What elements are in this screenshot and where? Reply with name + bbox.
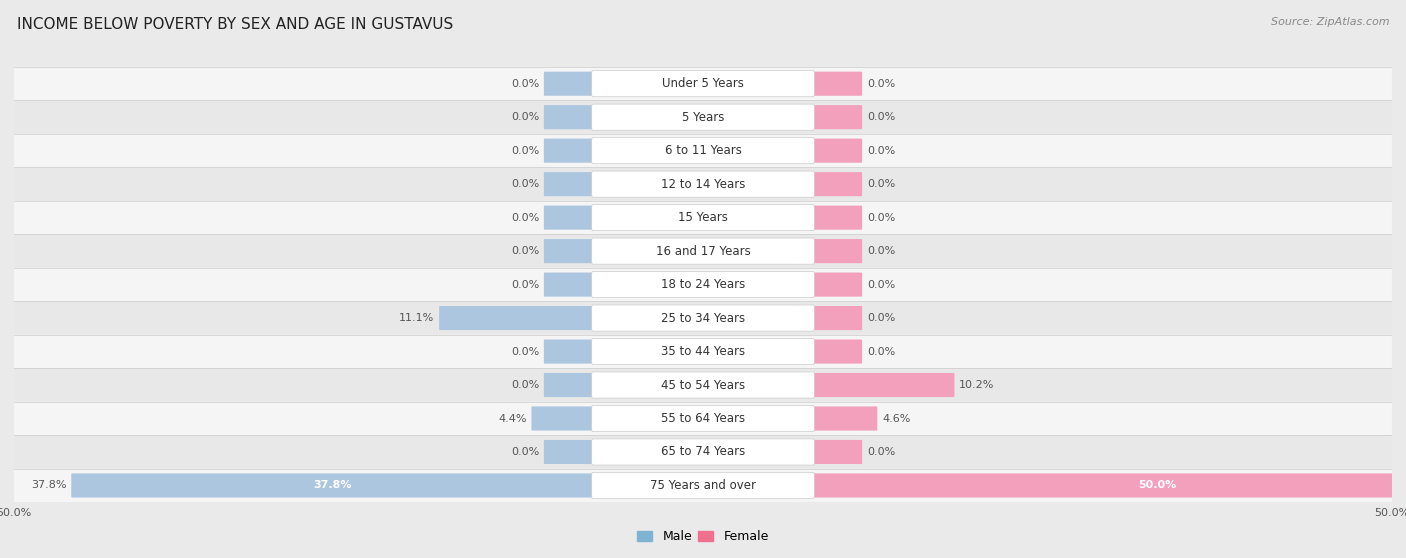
Text: 0.0%: 0.0% [510,347,538,357]
FancyBboxPatch shape [544,440,593,464]
FancyBboxPatch shape [813,138,862,163]
Text: 0.0%: 0.0% [510,380,538,390]
FancyBboxPatch shape [813,473,1406,498]
Text: 10.2%: 10.2% [959,380,994,390]
Text: 75 Years and over: 75 Years and over [650,479,756,492]
Text: 0.0%: 0.0% [510,280,538,290]
FancyBboxPatch shape [592,305,814,331]
FancyBboxPatch shape [14,268,1392,301]
Text: 0.0%: 0.0% [868,146,896,156]
FancyBboxPatch shape [813,440,862,464]
Text: 0.0%: 0.0% [510,179,538,189]
Text: 15 Years: 15 Years [678,211,728,224]
Text: 35 to 44 Years: 35 to 44 Years [661,345,745,358]
FancyBboxPatch shape [14,469,1392,502]
FancyBboxPatch shape [531,406,593,431]
FancyBboxPatch shape [14,201,1392,234]
Text: 0.0%: 0.0% [510,447,538,457]
FancyBboxPatch shape [813,339,862,364]
Text: Under 5 Years: Under 5 Years [662,77,744,90]
FancyBboxPatch shape [592,406,814,431]
FancyBboxPatch shape [14,368,1392,402]
Text: 5 Years: 5 Years [682,110,724,124]
Text: 0.0%: 0.0% [868,246,896,256]
FancyBboxPatch shape [813,373,955,397]
Text: 0.0%: 0.0% [868,79,896,89]
Text: 45 to 54 Years: 45 to 54 Years [661,378,745,392]
Text: 50.0%: 50.0% [1139,480,1177,490]
Text: 37.8%: 37.8% [314,480,352,490]
FancyBboxPatch shape [439,306,593,330]
Text: 0.0%: 0.0% [510,112,538,122]
FancyBboxPatch shape [813,306,862,330]
FancyBboxPatch shape [592,473,814,498]
FancyBboxPatch shape [813,205,862,230]
FancyBboxPatch shape [544,272,593,297]
FancyBboxPatch shape [14,335,1392,368]
FancyBboxPatch shape [813,172,862,196]
FancyBboxPatch shape [544,105,593,129]
Text: 4.6%: 4.6% [882,413,911,424]
Text: 0.0%: 0.0% [868,112,896,122]
Text: 55 to 64 Years: 55 to 64 Years [661,412,745,425]
FancyBboxPatch shape [544,205,593,230]
FancyBboxPatch shape [592,104,814,130]
FancyBboxPatch shape [592,71,814,97]
FancyBboxPatch shape [14,435,1392,469]
FancyBboxPatch shape [592,272,814,297]
Text: 0.0%: 0.0% [868,347,896,357]
FancyBboxPatch shape [544,138,593,163]
FancyBboxPatch shape [592,138,814,163]
FancyBboxPatch shape [14,402,1392,435]
FancyBboxPatch shape [72,473,593,498]
FancyBboxPatch shape [544,172,593,196]
Text: 25 to 34 Years: 25 to 34 Years [661,311,745,325]
Text: 0.0%: 0.0% [868,313,896,323]
Text: INCOME BELOW POVERTY BY SEX AND AGE IN GUSTAVUS: INCOME BELOW POVERTY BY SEX AND AGE IN G… [17,17,453,32]
FancyBboxPatch shape [592,372,814,398]
Text: 11.1%: 11.1% [399,313,434,323]
FancyBboxPatch shape [592,339,814,364]
FancyBboxPatch shape [592,171,814,197]
FancyBboxPatch shape [592,205,814,230]
Text: 4.4%: 4.4% [498,413,527,424]
FancyBboxPatch shape [813,272,862,297]
Text: 6 to 11 Years: 6 to 11 Years [665,144,741,157]
Text: 12 to 14 Years: 12 to 14 Years [661,177,745,191]
FancyBboxPatch shape [14,100,1392,134]
Text: 0.0%: 0.0% [868,280,896,290]
FancyBboxPatch shape [813,71,862,96]
Text: 0.0%: 0.0% [510,246,538,256]
Text: 37.8%: 37.8% [31,480,66,490]
FancyBboxPatch shape [544,373,593,397]
FancyBboxPatch shape [14,234,1392,268]
FancyBboxPatch shape [592,238,814,264]
Text: 0.0%: 0.0% [868,179,896,189]
FancyBboxPatch shape [14,301,1392,335]
Text: 0.0%: 0.0% [510,213,538,223]
FancyBboxPatch shape [14,167,1392,201]
FancyBboxPatch shape [544,71,593,96]
FancyBboxPatch shape [14,134,1392,167]
FancyBboxPatch shape [592,439,814,465]
Text: 18 to 24 Years: 18 to 24 Years [661,278,745,291]
FancyBboxPatch shape [14,67,1392,100]
FancyBboxPatch shape [813,105,862,129]
FancyBboxPatch shape [813,406,877,431]
Text: Source: ZipAtlas.com: Source: ZipAtlas.com [1271,17,1389,27]
FancyBboxPatch shape [544,239,593,263]
Text: 16 and 17 Years: 16 and 17 Years [655,244,751,258]
Text: 0.0%: 0.0% [510,146,538,156]
Text: 0.0%: 0.0% [868,447,896,457]
Text: 0.0%: 0.0% [510,79,538,89]
Legend: Male, Female: Male, Female [633,525,773,548]
Text: 65 to 74 Years: 65 to 74 Years [661,445,745,459]
FancyBboxPatch shape [813,239,862,263]
FancyBboxPatch shape [544,339,593,364]
Text: 0.0%: 0.0% [868,213,896,223]
